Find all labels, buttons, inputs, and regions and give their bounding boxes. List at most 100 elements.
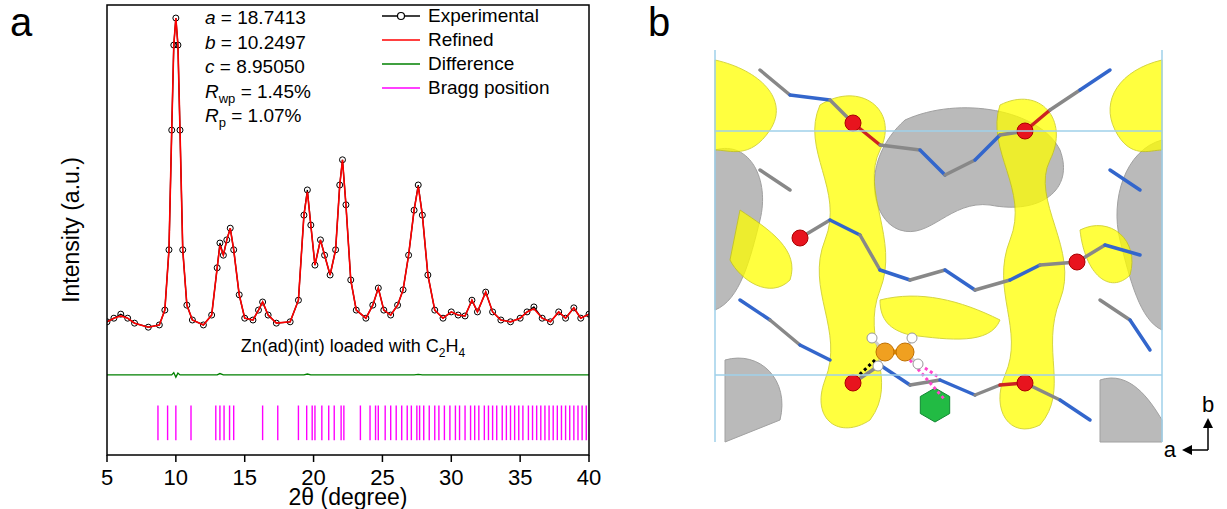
bragg-tick xyxy=(478,406,479,441)
bragg-tick xyxy=(401,406,402,441)
bragg-tick xyxy=(157,406,158,441)
bragg-tick xyxy=(411,406,412,441)
annotation: c = 8.95050 xyxy=(205,56,305,77)
oxygen-atom xyxy=(792,230,808,246)
annotation-symbol: R xyxy=(205,105,219,126)
bragg-tick xyxy=(569,406,570,441)
bragg-tick xyxy=(175,406,176,441)
bragg-tick xyxy=(262,406,263,441)
structure xyxy=(715,60,1162,442)
panel-label: b xyxy=(648,0,670,44)
x-tick-label: 10 xyxy=(164,465,188,490)
bond xyxy=(1060,400,1090,420)
x-tick xyxy=(382,455,384,462)
x-tick xyxy=(244,455,246,462)
annotation-symbol: R xyxy=(205,81,219,102)
bond xyxy=(880,145,920,150)
bond xyxy=(800,345,830,360)
bond xyxy=(770,320,800,345)
pore-surface xyxy=(725,358,782,442)
bragg-tick xyxy=(438,406,439,441)
bragg-tick xyxy=(334,406,335,441)
bond xyxy=(860,235,880,270)
sample-label-part: Zn(ad)(int) loaded with C xyxy=(241,336,439,356)
bragg-tick xyxy=(522,406,523,441)
bragg-tick xyxy=(540,406,541,441)
bragg-tick xyxy=(423,406,424,441)
bragg-tick xyxy=(532,406,533,441)
bragg-tick xyxy=(514,406,515,441)
bragg-tick xyxy=(518,406,519,441)
bragg-tick xyxy=(429,406,430,441)
surface xyxy=(815,96,886,428)
bond xyxy=(920,150,945,175)
bragg-tick xyxy=(581,406,582,441)
bragg-tick xyxy=(488,406,489,441)
bragg-tick xyxy=(384,406,385,441)
surface xyxy=(1110,60,1162,152)
bragg-tick xyxy=(573,406,574,441)
oxygen-atom xyxy=(1069,254,1085,270)
plot-frame xyxy=(107,5,589,455)
oxygen-atom xyxy=(845,115,861,131)
bragg-tick xyxy=(557,406,558,441)
x-tick-label: 5 xyxy=(101,465,113,490)
bragg-tick xyxy=(306,406,307,441)
x-tick xyxy=(175,455,177,462)
hydrogen-atom xyxy=(867,333,877,343)
figure: a5101520253035402θ (degree)Intensity (a.… xyxy=(0,0,1227,509)
bragg-tick xyxy=(577,406,578,441)
axis-label: b xyxy=(1202,392,1214,417)
bragg-tick xyxy=(492,406,493,441)
annotation-text: = 10.2497 xyxy=(216,32,306,53)
bragg-tick xyxy=(510,406,511,441)
orientation: ba xyxy=(1164,392,1214,462)
bragg-tick xyxy=(544,406,545,441)
bragg-tick xyxy=(449,406,450,441)
bragg-tick xyxy=(311,406,312,441)
bragg-tick xyxy=(444,406,445,441)
sample-label-part: H xyxy=(446,336,459,356)
annotation: Rwp = 1.45% xyxy=(205,81,311,106)
bragg-tick xyxy=(190,406,191,441)
annotation-symbol: c xyxy=(205,56,215,77)
legend-line xyxy=(382,39,420,41)
bragg-tick xyxy=(369,406,370,441)
y-axis-title: Intensity (a.u.) xyxy=(58,157,84,303)
surface xyxy=(880,296,1000,339)
bond xyxy=(1130,320,1150,350)
bragg-tick xyxy=(167,406,168,441)
bragg-tick xyxy=(407,406,408,441)
bragg-tick xyxy=(375,406,376,441)
bond xyxy=(790,95,830,100)
bond xyxy=(760,70,790,95)
bragg-tick xyxy=(502,406,503,441)
pore-surface xyxy=(1100,378,1162,442)
series-line xyxy=(107,373,589,378)
x-tick-label: 40 xyxy=(577,465,601,490)
hydrogen-atom xyxy=(913,359,923,369)
x-tick-label: 35 xyxy=(508,465,532,490)
bragg-tick xyxy=(484,406,485,441)
bond xyxy=(910,270,945,280)
bond xyxy=(975,135,1000,160)
hydrogen-atom xyxy=(873,361,883,371)
interaction xyxy=(910,360,945,400)
bond xyxy=(1080,70,1110,90)
bragg-tick xyxy=(340,406,341,441)
annotation-text: = 1.45% xyxy=(235,81,311,102)
bond xyxy=(1050,90,1080,110)
bragg-tick xyxy=(528,406,529,441)
bragg-tick xyxy=(548,406,549,441)
bragg-tick xyxy=(229,406,230,441)
legend-line xyxy=(382,87,420,89)
bond xyxy=(740,300,770,320)
bragg-tick xyxy=(565,406,566,441)
annotation-text: = 18.7413 xyxy=(216,7,306,28)
bragg-tick xyxy=(233,406,234,441)
bond xyxy=(910,380,940,385)
bragg-tick xyxy=(470,406,471,441)
legend-line xyxy=(382,63,420,65)
plot-data xyxy=(107,15,589,440)
x-tick xyxy=(451,455,453,462)
